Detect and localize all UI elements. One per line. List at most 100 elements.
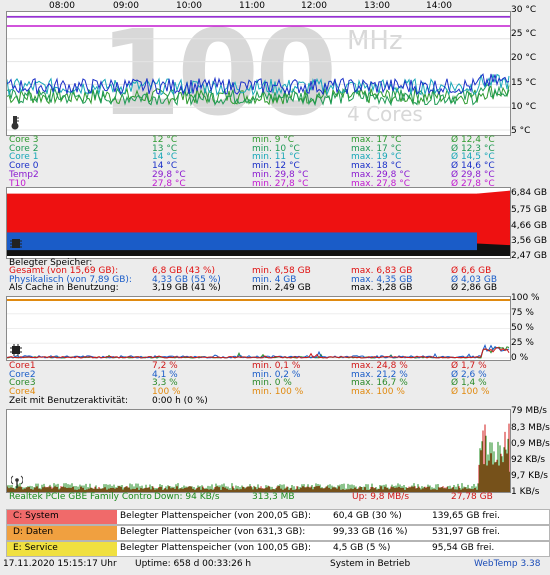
row-max: max. 17 °C xyxy=(351,135,402,145)
network-graph xyxy=(6,409,511,493)
drive-row: C: System Belegter Plattenspeicher (von 2… xyxy=(6,509,550,525)
row-average: Ø 2,6 % xyxy=(451,369,487,380)
area-total-peak xyxy=(477,190,510,256)
upload-total: 27,78 GB xyxy=(451,492,493,502)
thermometer-icon xyxy=(10,116,20,133)
row-average: Ø 100 % xyxy=(451,387,490,398)
axis-label: 20 °C xyxy=(511,53,537,63)
row-max: max. 19 °C xyxy=(351,152,402,163)
axis-label: 92 KB/s xyxy=(511,455,546,465)
row-max: max. 29,8 °C xyxy=(351,169,411,180)
cpu-graph xyxy=(6,296,511,361)
row-current: 29,8 °C xyxy=(152,169,186,180)
axis-label: 15 °C xyxy=(511,78,537,88)
row-average: Ø 1,4 % xyxy=(451,378,487,389)
drive-used: 99,33 GB (16 %) xyxy=(333,527,408,537)
row-current: 12 °C xyxy=(152,135,178,145)
row-max: max. 6,83 GB xyxy=(351,266,413,276)
axis-label: 4,66 GB xyxy=(511,221,548,231)
axis-label: 6,84 GB xyxy=(511,188,548,198)
row-current: 4,1 % xyxy=(152,369,178,380)
row-current: 3,3 % xyxy=(152,378,178,389)
row-current: 4,33 GB (55 %) xyxy=(152,274,221,285)
time-label: 11:00 xyxy=(239,1,265,11)
time-label: 08:00 xyxy=(49,1,75,11)
area-cache xyxy=(7,250,510,256)
drive-tag: D: Daten xyxy=(7,526,117,540)
row-average: Ø 27,8 °C xyxy=(451,178,495,189)
drive-row: E: Service Belegter Plattenspeicher (von … xyxy=(6,541,550,557)
row-average: Ø 12,3 °C xyxy=(451,143,495,154)
row-current: 7,2 % xyxy=(152,361,178,371)
drive-free: 95,54 GB frei. xyxy=(432,543,495,553)
row-average: Ø 14,5 °C xyxy=(451,152,495,163)
row-name: T10 xyxy=(9,178,26,189)
row-current: 14 °C xyxy=(152,161,178,172)
upload-rate: Up: 9,8 MB/s xyxy=(352,492,410,502)
axis-label: 75 % xyxy=(511,308,534,318)
axis-label: 1 KB/s xyxy=(511,487,540,497)
row-min: min. 6,58 GB xyxy=(252,266,311,276)
row-min: min. 4 GB xyxy=(252,274,297,285)
row-max: max. 16,7 % xyxy=(351,378,408,389)
axis-label: 30 °C xyxy=(511,5,537,15)
row-name: Core 0 xyxy=(9,161,39,172)
time-label: 14:00 xyxy=(426,1,452,11)
row-min: min. 0,2 % xyxy=(252,369,301,380)
time-label: 09:00 xyxy=(113,1,139,11)
drive-used: 4,5 GB (5 %) xyxy=(333,543,391,553)
cpu-plot xyxy=(7,299,510,359)
axis-label: 8,3 MB/s xyxy=(511,423,550,433)
series-core-0 xyxy=(7,73,510,96)
series-core-3 xyxy=(7,85,510,106)
time-label: 13:00 xyxy=(364,1,390,11)
drive-label: Belegter Plattenspeicher (von 200,05 GB)… xyxy=(120,511,311,521)
row-name: Gesamt (von 15,69 GB): xyxy=(9,266,119,276)
row-min: min. 100 % xyxy=(252,387,304,398)
axis-label: 2,47 GB xyxy=(511,251,548,261)
status-datetime: 17.11.2020 15:15:17 Uhr xyxy=(3,559,117,569)
watermark-unit: MHz xyxy=(347,26,403,56)
time-label: 12:00 xyxy=(301,1,327,11)
row-min: min. 10 °C xyxy=(252,143,300,154)
row-name: Temp2 xyxy=(9,169,39,180)
row-max: max. 24,8 % xyxy=(351,361,408,371)
row-max: max. 4,35 GB xyxy=(351,274,413,285)
axis-label: 25 °C xyxy=(511,29,537,39)
axis-label: 50 % xyxy=(511,323,534,333)
time-label: 10:00 xyxy=(176,1,202,11)
row-name: Physikalisch (von 7,89 GB): xyxy=(9,274,132,285)
drive-row: D: Daten Belegter Plattenspeicher (von 63… xyxy=(6,525,550,541)
row-min: min. 0,1 % xyxy=(252,361,301,371)
download-total: 313,3 MB xyxy=(252,492,295,502)
axis-label: 9,7 KB/s xyxy=(511,471,548,481)
drive-name: D: Daten xyxy=(13,527,54,537)
memory-chip-icon xyxy=(10,238,22,252)
row-name: Core4 xyxy=(9,387,36,398)
row-min: min. 29,8 °C xyxy=(252,169,309,180)
row-max: max. 3,28 GB xyxy=(351,283,413,294)
axis-label: 5 °C xyxy=(511,126,531,136)
drive-used: 60,4 GB (30 %) xyxy=(333,511,402,521)
row-current: 13 °C xyxy=(152,143,178,154)
row-average: Ø 29,8 °C xyxy=(451,169,495,180)
row-max: max. 100 % xyxy=(351,387,405,398)
status-uptime: Uptime: 658 d 00:33:26 h xyxy=(135,559,252,569)
row-max: max. 17 °C xyxy=(351,143,402,154)
series-cpu-1 xyxy=(7,344,510,359)
watermark-frequency: 100 xyxy=(99,11,337,136)
download-rate: Down: 94 KB/s xyxy=(154,492,220,502)
area-physical xyxy=(7,232,510,256)
row-min: min. 2,49 GB xyxy=(252,283,311,294)
status-state: System in Betrieb xyxy=(330,559,411,569)
watermark-cores: 4 Cores xyxy=(347,102,423,126)
row-current: 100 % xyxy=(152,387,181,398)
row-name: Core 3 xyxy=(9,135,39,145)
drive-free: 531,97 GB frei. xyxy=(432,527,500,537)
drive-free: 139,65 GB frei. xyxy=(432,511,500,521)
row-average: Ø 12,4 °C xyxy=(451,135,495,145)
series-cpu-2 xyxy=(7,346,510,359)
row-average: Ø 6,6 GB xyxy=(451,266,492,276)
row-min: min. 9 °C xyxy=(252,135,295,145)
idle-time-value: 0:00 h (0 %) xyxy=(152,396,208,406)
